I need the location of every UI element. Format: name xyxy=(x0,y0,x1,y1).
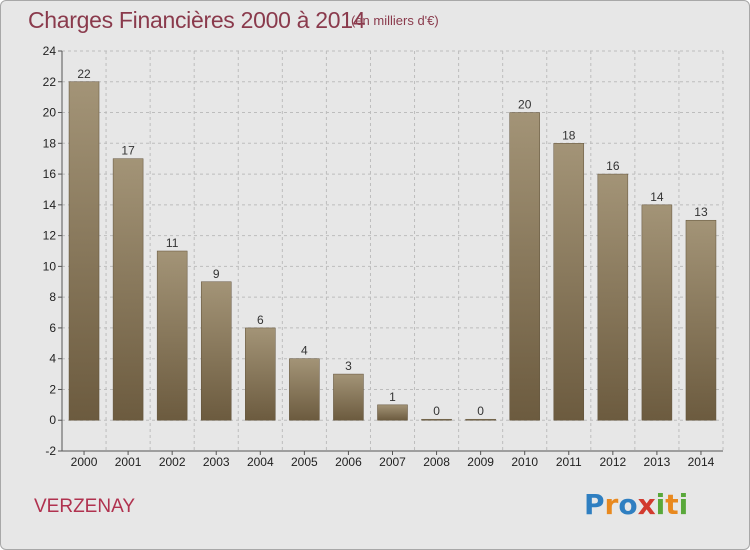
bar xyxy=(289,358,320,421)
x-tick-label: 2014 xyxy=(688,455,715,469)
labels: -202468101214161820222422200017200111200… xyxy=(43,44,715,469)
x-tick-label: 2000 xyxy=(71,455,98,469)
y-tick-label: 24 xyxy=(43,44,57,58)
y-tick-label: 0 xyxy=(49,413,56,427)
commune-name: VERZENAY xyxy=(34,496,136,517)
bar xyxy=(333,373,364,421)
bar xyxy=(509,112,540,421)
x-tick-label: 2001 xyxy=(115,455,142,469)
x-tick-label: 2002 xyxy=(159,455,186,469)
logo-letter: i xyxy=(678,488,689,521)
bar-value-label: 22 xyxy=(77,67,91,81)
bar xyxy=(112,158,144,421)
bar-value-label: 0 xyxy=(477,404,484,418)
bar-value-label: 0 xyxy=(433,404,440,418)
bar xyxy=(597,173,629,421)
logo-letter: P xyxy=(584,488,605,521)
bar xyxy=(156,250,188,421)
bar-value-label: 11 xyxy=(166,236,179,250)
y-tick-label: 18 xyxy=(43,136,57,150)
x-tick-label: 2012 xyxy=(599,455,626,469)
y-tick-label: 20 xyxy=(43,106,57,120)
x-tick-label: 2010 xyxy=(511,455,538,469)
bar-value-label: 14 xyxy=(650,190,664,204)
logo-letter: o xyxy=(618,488,638,521)
chart-title: Charges Financières 2000 à 2014 xyxy=(28,7,366,33)
bar-value-label: 3 xyxy=(345,359,352,373)
x-tick-label: 2004 xyxy=(247,455,274,469)
y-tick-label: 14 xyxy=(43,198,57,212)
bar-value-label: 16 xyxy=(606,159,620,173)
bar xyxy=(245,327,276,421)
bar xyxy=(421,418,452,421)
bar xyxy=(641,204,673,421)
x-tick-label: 2006 xyxy=(335,455,362,469)
bar xyxy=(465,418,496,421)
bar-value-label: 13 xyxy=(694,205,708,219)
y-tick-label: -2 xyxy=(45,444,56,458)
y-tick-label: 4 xyxy=(49,352,56,366)
y-tick-label: 16 xyxy=(43,167,57,181)
bar-value-label: 20 xyxy=(518,98,532,112)
x-tick-label: 2007 xyxy=(379,455,406,469)
x-tick-label: 2011 xyxy=(556,455,582,469)
axes xyxy=(58,50,723,455)
bars xyxy=(68,81,717,421)
x-tick-label: 2008 xyxy=(423,455,450,469)
proxiti-logo: Proxiti xyxy=(584,488,688,521)
x-tick-label: 2009 xyxy=(467,455,494,469)
y-tick-label: 22 xyxy=(43,75,57,89)
logo-letter: r xyxy=(604,488,619,521)
bar-value-label: 6 xyxy=(257,313,264,327)
bar xyxy=(68,81,100,421)
x-tick-label: 2003 xyxy=(203,455,230,469)
y-tick-label: 10 xyxy=(43,259,57,273)
bar-value-label: 9 xyxy=(213,267,220,281)
bar xyxy=(553,143,585,421)
y-tick-label: 2 xyxy=(49,382,56,396)
bar-value-label: 4 xyxy=(301,344,308,358)
x-tick-label: 2005 xyxy=(291,455,318,469)
bar-value-label: 17 xyxy=(121,144,135,158)
chart-unit: (en milliers d'€) xyxy=(351,13,439,28)
bar xyxy=(685,219,717,421)
x-tick-label: 2013 xyxy=(644,455,671,469)
bar xyxy=(200,281,232,421)
logo-letter: x xyxy=(637,488,656,521)
bar-value-label: 18 xyxy=(562,128,576,142)
y-tick-label: 12 xyxy=(43,229,57,243)
bar xyxy=(377,404,408,421)
logo-letter: t xyxy=(665,488,679,521)
logo-letter: i xyxy=(655,488,666,521)
y-tick-label: 8 xyxy=(49,290,56,304)
bar-value-label: 1 xyxy=(389,390,396,404)
y-tick-label: 6 xyxy=(49,321,56,335)
